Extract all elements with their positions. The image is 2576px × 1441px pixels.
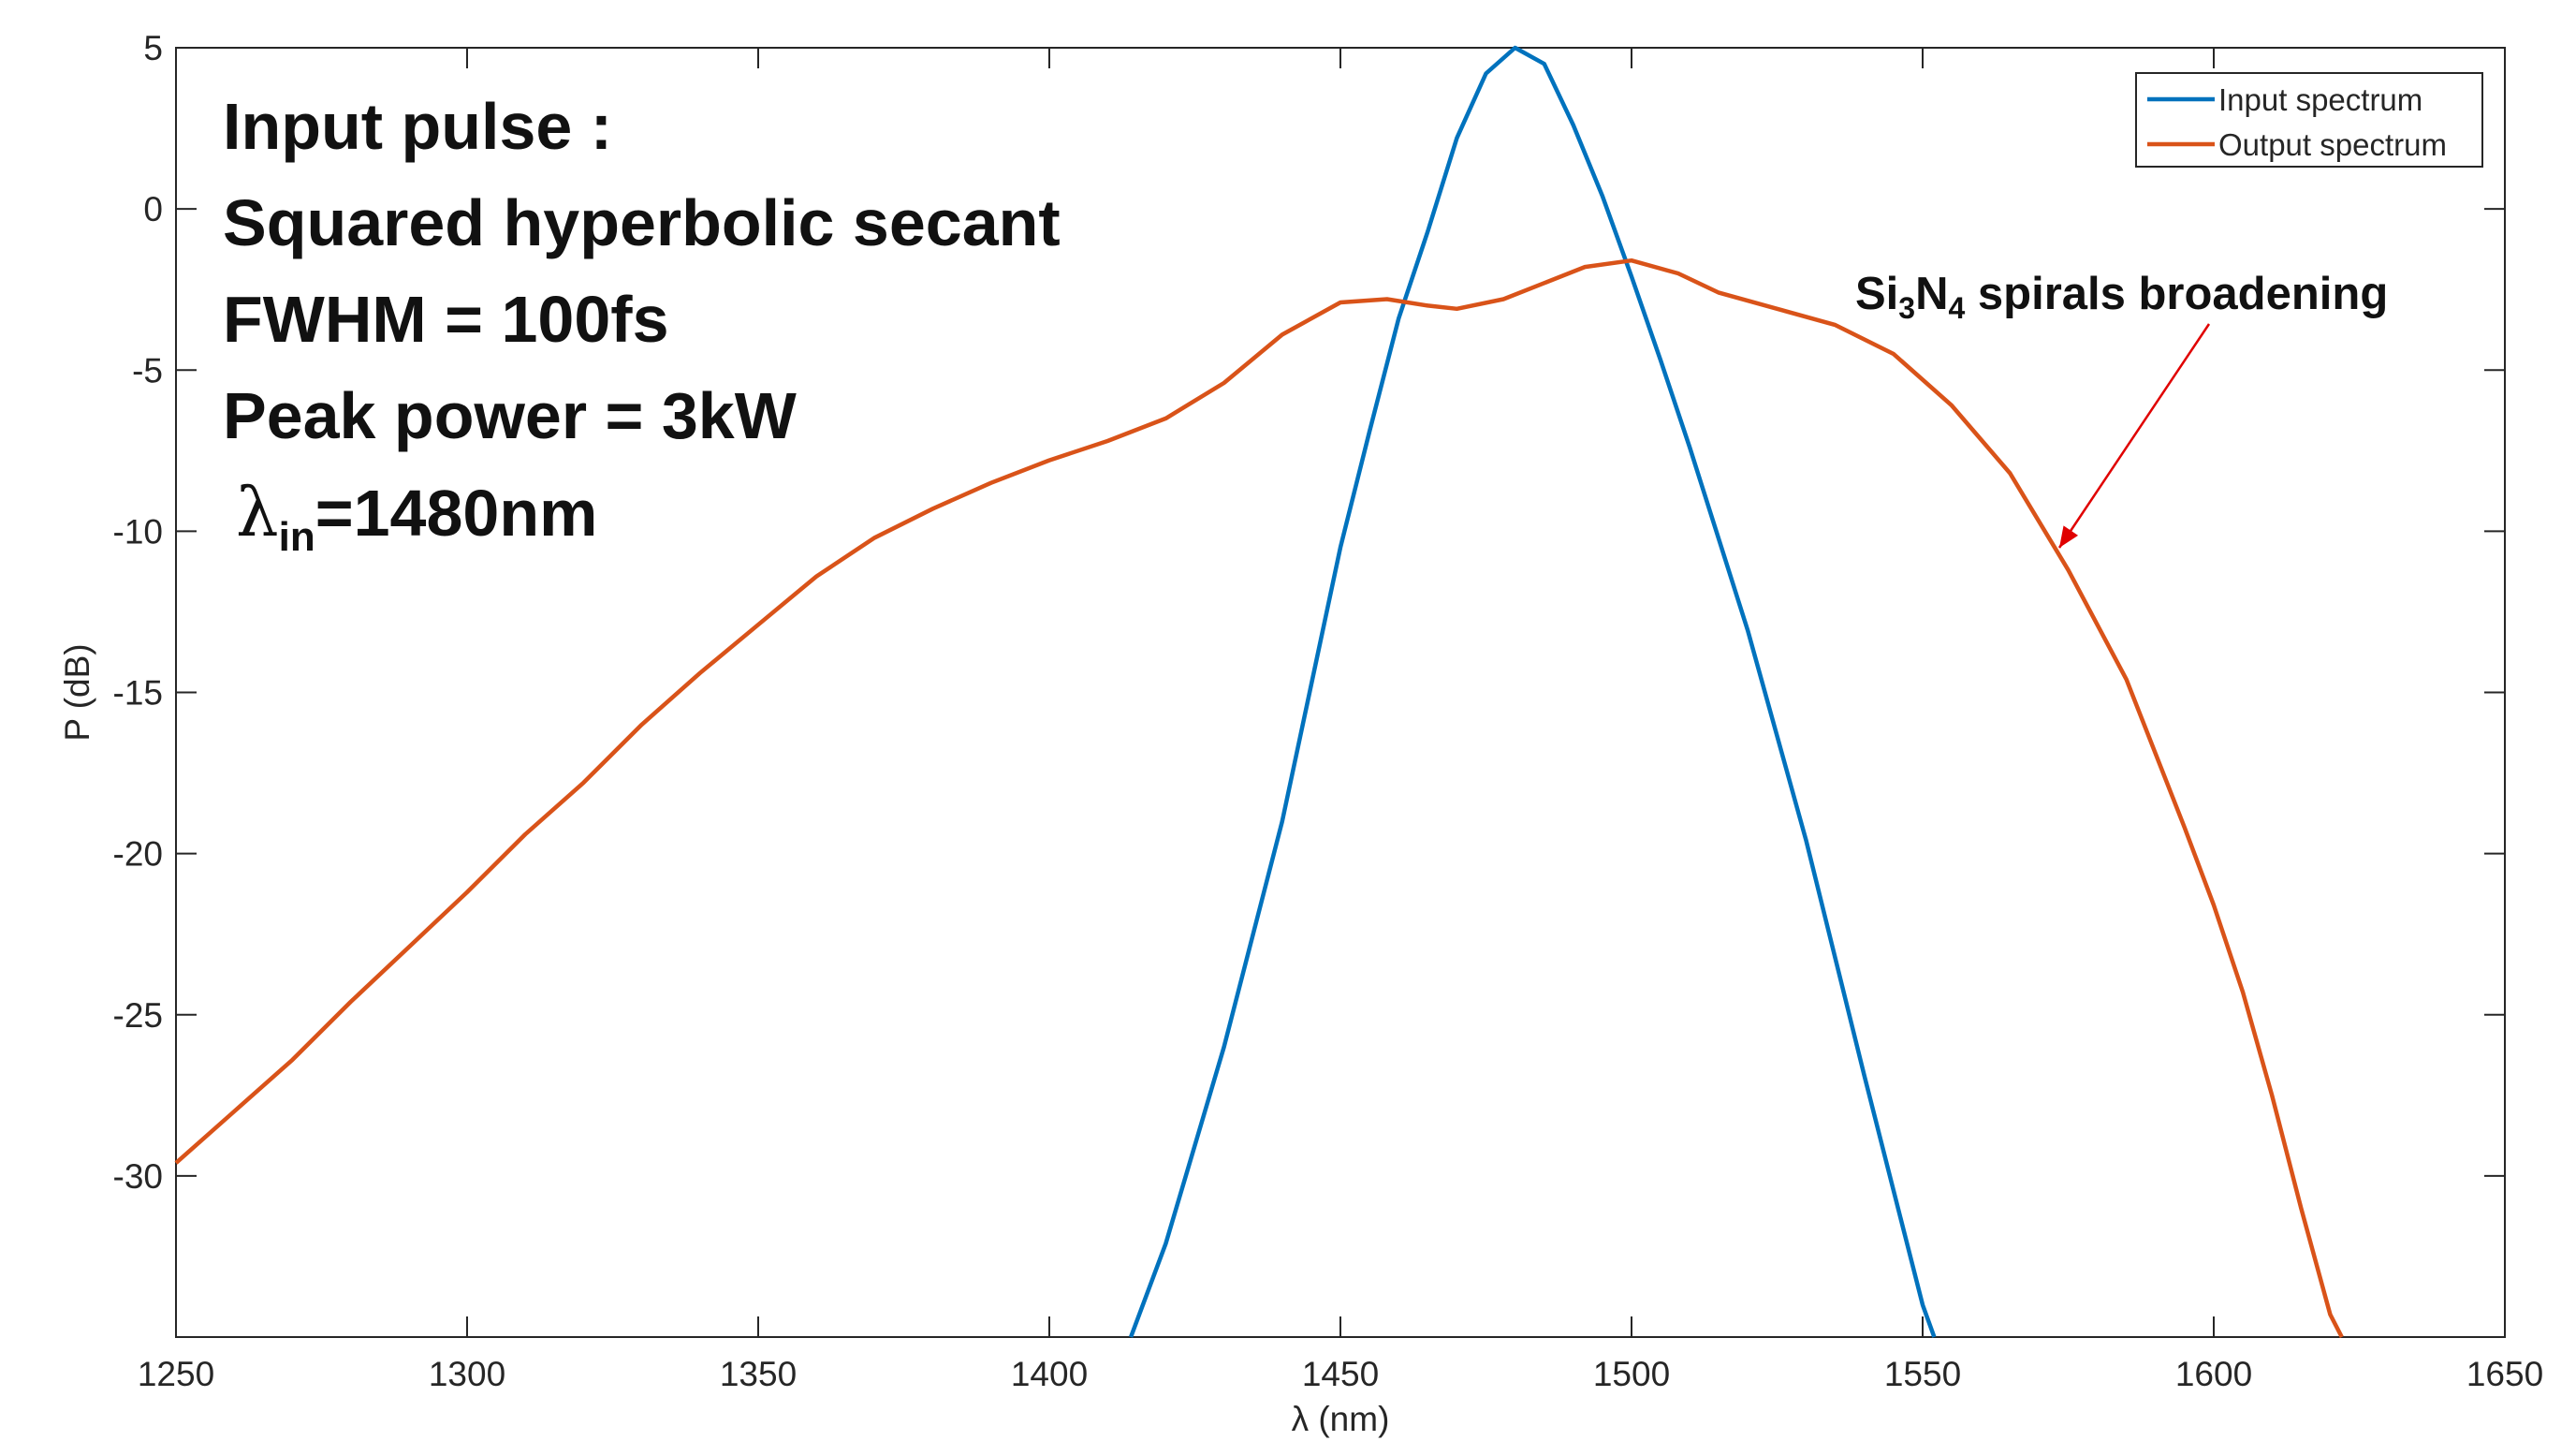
arrow-shaft [2057,323,2211,549]
y-tick-label: -25 [113,996,163,1035]
series-line-2 [174,257,2344,1339]
y-axis-label: P (dB) [58,643,96,741]
lambda-value: =1480nm [315,477,598,550]
legend-label: Output spectrum [2218,127,2447,162]
x-tick-label: 1350 [720,1355,797,1393]
series-lines [174,45,2344,1339]
broadening-annotation: Si3N4 spirals broadening [1855,268,2388,326]
annotation-arrow [2057,323,2211,549]
annotation-line-3: FWHM = 100fs [223,283,669,356]
annotation-line-4: Peak power = 3kW [223,379,797,452]
si-text: Si [1855,269,1899,319]
y-tick-label: -10 [113,512,163,551]
x-tick-label: 1300 [429,1355,505,1393]
y-tick-label: -5 [132,351,163,390]
annotation-wavelength: λin=1480nm [236,464,1061,585]
series-line-1 [1128,45,1937,1338]
x-tick-label: 1250 [138,1355,214,1393]
legend-label: Input spectrum [2218,82,2422,117]
lambda-subscript: in [278,514,315,560]
legend-box [2135,72,2483,168]
x-tick-label: 1600 [2175,1355,2252,1393]
arrow-head [2059,525,2079,548]
x-tick-label: 1650 [2466,1355,2543,1393]
n-subscript: 4 [1948,291,1966,325]
tick-marks [175,47,2506,1337]
n-text: N [1915,269,1949,319]
y-tick-label: -15 [113,674,163,713]
tick-labels: 1250 1300 1350 1400 1450 1500 1550 1600 1650 5 0 -5… [113,29,2544,1393]
annotation-line-2: Squared hyperbolic secant [223,186,1061,259]
x-tick-label: 1400 [1011,1355,1088,1393]
x-tick-label: 1500 [1593,1355,1670,1393]
spirals-text: spirals broadening [1965,269,2389,319]
x-tick-label: 1450 [1302,1355,1379,1393]
y-tick-label: -30 [113,1157,163,1196]
si-subscript: 3 [1898,291,1916,325]
x-axis-label: λ (nm) [1292,1400,1390,1438]
lambda-symbol: λ [236,473,279,551]
legend: Input spectrum Output spectrum [2135,72,2483,168]
annotation-line-1: Input pulse : [223,90,613,163]
y-tick-label: 0 [143,190,163,228]
y-tick-label: 5 [143,29,163,67]
pulse-annotation: Input pulse : Squared hyperbolic secant … [223,79,1061,585]
y-tick-label: -20 [113,835,163,874]
x-tick-label: 1550 [1884,1355,1961,1393]
